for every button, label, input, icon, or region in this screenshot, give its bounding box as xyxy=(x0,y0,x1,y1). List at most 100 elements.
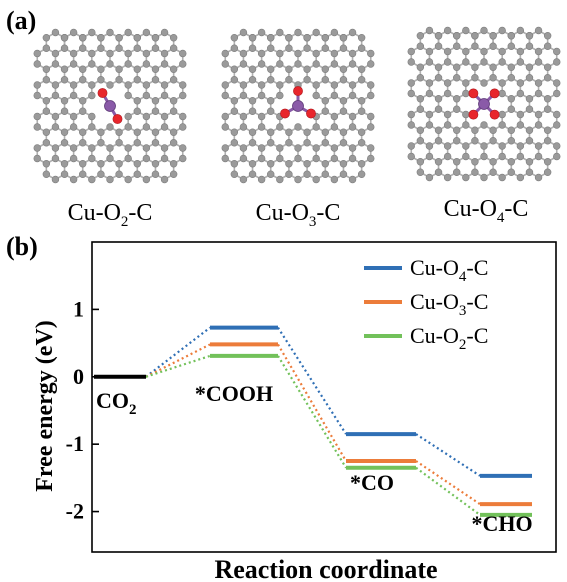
carbon-atom xyxy=(88,60,96,68)
carbon-atom xyxy=(434,105,443,113)
carbon-atom xyxy=(51,144,60,152)
carbon-atom xyxy=(106,175,114,184)
carbon-atom xyxy=(257,175,266,184)
carbon-atom xyxy=(525,105,534,113)
carbon-atom xyxy=(471,126,479,134)
carbon-atom xyxy=(294,154,302,163)
carbon-atom xyxy=(303,128,311,136)
carbon-atom xyxy=(169,139,178,147)
carbon-atom xyxy=(221,60,229,68)
carbon-atom xyxy=(97,65,105,73)
carbon-atom xyxy=(543,63,552,71)
carbon-atom xyxy=(97,139,105,147)
carbon-atom xyxy=(267,107,275,115)
carbon-atom xyxy=(33,123,41,131)
carbon-atom xyxy=(267,170,275,178)
carbon-atom xyxy=(525,42,534,50)
carbon-atom xyxy=(462,79,470,87)
carbon-atom xyxy=(151,170,160,178)
connector-cu-o4-c xyxy=(145,326,211,378)
carbon-atom xyxy=(416,126,425,134)
carbon-atom xyxy=(60,34,69,42)
carbon-atom xyxy=(321,139,329,147)
plot-border xyxy=(91,241,557,553)
carbon-atom xyxy=(151,65,160,73)
carbon-atom xyxy=(321,65,329,73)
carbon-atom xyxy=(507,32,515,40)
oxygen-atom xyxy=(293,86,303,96)
carbon-atom xyxy=(525,63,534,71)
carbon-atom xyxy=(60,76,69,84)
copper-atom xyxy=(104,100,116,112)
carbon-atom xyxy=(97,44,105,52)
carbon-atom xyxy=(276,49,284,58)
carbon-atom xyxy=(507,137,515,145)
carbon-atom xyxy=(276,144,284,152)
carbon-atom xyxy=(462,121,470,129)
carbon-atom xyxy=(434,126,443,134)
carbon-atom xyxy=(553,47,561,56)
carbon-atom xyxy=(480,173,488,182)
carbon-atom xyxy=(425,142,434,150)
carbon-atom xyxy=(425,110,434,119)
carbon-atom xyxy=(480,142,488,150)
carbon-atom xyxy=(267,139,275,147)
carbon-atom xyxy=(115,76,123,84)
carbon-atom xyxy=(367,49,375,58)
carbon-atom xyxy=(453,95,461,103)
carbon-atom xyxy=(434,158,443,166)
carbon-atom xyxy=(124,175,132,184)
connector-cu-o3-c xyxy=(277,343,347,462)
carbon-atom xyxy=(124,49,132,58)
carbon-atom xyxy=(321,76,329,84)
carbon-atom xyxy=(257,123,266,131)
carbon-atom xyxy=(553,79,561,87)
carbon-atom xyxy=(221,112,229,121)
carbon-atom xyxy=(169,107,178,115)
carbon-atom xyxy=(330,112,339,121)
carbon-atom xyxy=(257,154,266,163)
carbon-atom xyxy=(151,44,160,52)
carbon-atom xyxy=(51,60,60,68)
carbon-atom xyxy=(471,42,479,50)
carbon-atom xyxy=(294,123,302,131)
carbon-atom xyxy=(367,60,375,68)
carbon-atom xyxy=(151,139,160,147)
carbon-atom xyxy=(221,81,229,89)
carbon-atom xyxy=(60,139,69,147)
carbon-atom xyxy=(330,154,339,163)
carbon-atom xyxy=(239,144,248,152)
carbon-atom xyxy=(425,58,434,66)
carbon-atom xyxy=(303,139,311,147)
carbon-atom xyxy=(285,139,293,147)
carbon-atom xyxy=(133,44,141,52)
carbon-atom xyxy=(348,28,357,37)
carbon-atom xyxy=(160,60,169,68)
carbon-atom xyxy=(339,139,348,147)
carbon-atom xyxy=(79,97,87,105)
copper-atom xyxy=(292,100,304,112)
oxygen-atom xyxy=(97,88,108,98)
carbon-atom xyxy=(285,128,293,136)
carbon-atom xyxy=(60,65,69,73)
carbon-atom xyxy=(516,110,525,119)
carbon-atom xyxy=(367,91,375,100)
carbon-atom xyxy=(357,160,366,168)
carbon-atom xyxy=(498,58,506,66)
carbon-atom xyxy=(312,81,320,89)
carbon-atom xyxy=(160,81,169,89)
carbon-atom xyxy=(330,49,339,58)
carbon-atom xyxy=(239,81,248,89)
connector-cu-o3-c xyxy=(415,460,481,506)
carbon-atom xyxy=(407,79,415,87)
carbon-atom xyxy=(230,160,239,168)
carbon-atom xyxy=(33,49,41,58)
carbon-atom xyxy=(160,144,169,152)
state-label-cooh: *COOH xyxy=(195,381,273,406)
carbon-atom xyxy=(33,144,41,152)
carbon-atom xyxy=(239,60,248,68)
carbon-atom xyxy=(543,42,552,50)
carbon-atom xyxy=(407,121,415,129)
carbon-atom xyxy=(471,74,479,82)
carbon-atom xyxy=(33,91,41,100)
